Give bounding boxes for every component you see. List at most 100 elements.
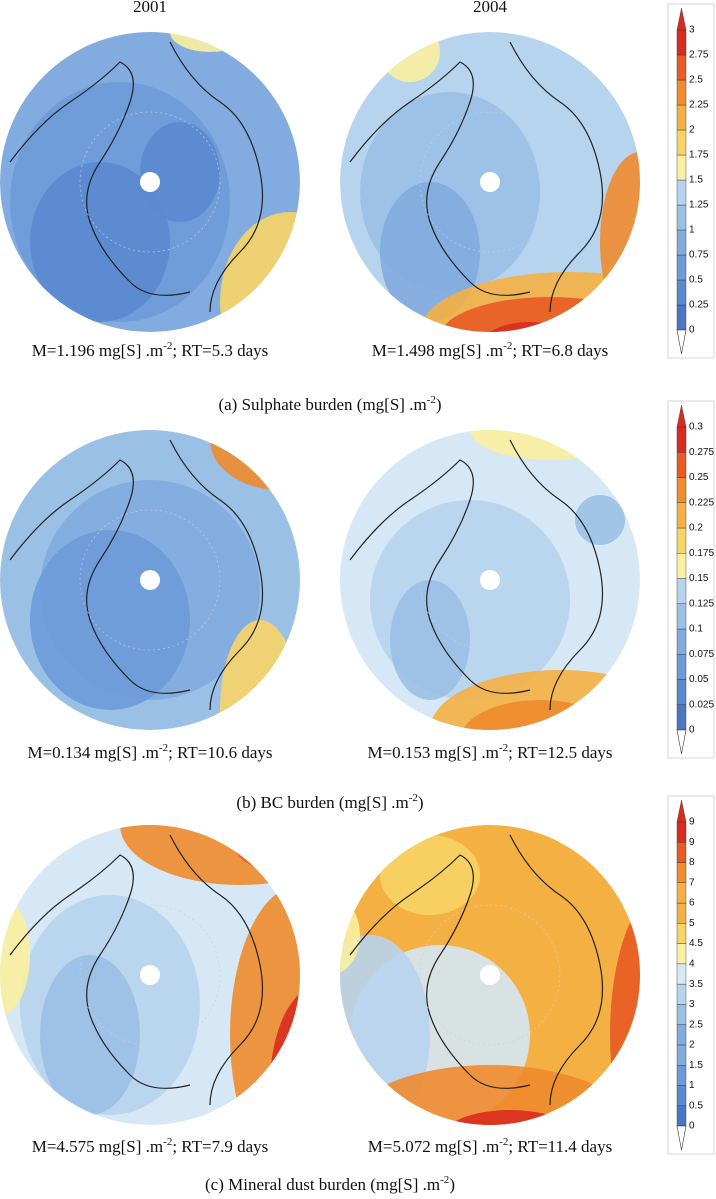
stats-text: M=4.575 mg[S] .m bbox=[32, 1137, 163, 1156]
colorbar-label: 0 bbox=[689, 325, 695, 336]
stats-sup: -2 bbox=[163, 340, 172, 352]
map-field bbox=[170, 32, 250, 52]
colorbar-arrow bbox=[676, 7, 687, 31]
colorbar-label: 0.25 bbox=[689, 472, 709, 483]
stats-sup: -2 bbox=[163, 1136, 172, 1148]
map-field bbox=[0, 895, 30, 1015]
stats-tail: ; RT=11.4 days bbox=[508, 1137, 612, 1156]
map bbox=[0, 32, 300, 332]
colorbar-label: 9 bbox=[689, 837, 695, 848]
map-field bbox=[220, 212, 300, 332]
colorbar-segment bbox=[676, 204, 687, 231]
colorbar-segment bbox=[676, 882, 687, 904]
map bbox=[0, 825, 300, 1125]
map-field bbox=[140, 122, 220, 222]
colorbar-segment bbox=[676, 426, 687, 453]
colorbar-label: 0.175 bbox=[689, 548, 714, 559]
map-field bbox=[470, 430, 630, 460]
caption-tail: ) bbox=[449, 1175, 455, 1194]
map-field bbox=[380, 32, 440, 82]
colorbar-segment bbox=[676, 502, 687, 529]
colorbar-segment bbox=[676, 902, 687, 924]
coastline bbox=[9, 439, 264, 711]
caption-sup: -2 bbox=[427, 394, 436, 406]
colorbar-label: 0.125 bbox=[689, 598, 714, 609]
colorbar-label: 0.05 bbox=[689, 674, 709, 685]
colorbar-label: 8 bbox=[689, 857, 695, 868]
coastline bbox=[349, 41, 604, 313]
colorbar-label: 0.075 bbox=[689, 649, 714, 660]
colorbar-label: 1 bbox=[689, 225, 695, 236]
colorbar-segment bbox=[676, 983, 687, 1005]
colorbar-segment bbox=[676, 553, 687, 579]
colorbar-segment bbox=[676, 862, 687, 883]
map-field bbox=[460, 700, 620, 730]
colorbar-label: 0.2 bbox=[689, 523, 703, 534]
grid-circle bbox=[79, 111, 221, 253]
map-field bbox=[340, 895, 360, 975]
stats-tail: ; RT=5.3 days bbox=[172, 341, 268, 360]
colorbar-label: 0.3 bbox=[689, 422, 703, 433]
stats-tail: ; RT=6.8 days bbox=[512, 341, 608, 360]
colorbar-segment bbox=[676, 527, 687, 554]
grid-circle bbox=[79, 904, 221, 1046]
colorbar-segment bbox=[676, 963, 687, 985]
stats-tail: ; RT=7.9 days bbox=[172, 1137, 268, 1156]
colorbar-segment bbox=[676, 1044, 687, 1066]
map-field bbox=[260, 262, 300, 332]
colorbar-segment bbox=[676, 578, 687, 604]
stats-label: M=1.196 mg[S] .m-2; RT=5.3 days bbox=[32, 340, 269, 360]
colorbar-label: 2 bbox=[689, 125, 695, 136]
colorbar-segment bbox=[676, 1105, 687, 1127]
column-header: 2004 bbox=[473, 0, 508, 16]
colorbar-label: 0 bbox=[689, 1121, 695, 1132]
coastline bbox=[9, 834, 264, 1106]
grid-circle bbox=[419, 509, 561, 651]
colorbar-label: 2.75 bbox=[689, 50, 709, 61]
colorbar-arrow bbox=[676, 1125, 687, 1151]
colorbar-segment bbox=[676, 452, 687, 478]
coastline bbox=[9, 41, 264, 313]
caption: (b) BC burden (mg[S] .m-2) bbox=[236, 792, 423, 812]
colorbar-label: 0.275 bbox=[689, 447, 714, 458]
stats-sup: -2 bbox=[499, 742, 508, 754]
caption-text: (b) BC burden (mg[S] .m bbox=[236, 793, 408, 812]
caption-sup: -2 bbox=[409, 792, 418, 804]
colorbar-segment bbox=[676, 1004, 687, 1025]
map-field bbox=[610, 895, 640, 1125]
colorbar-segment bbox=[676, 154, 687, 181]
colorbar-label: 5 bbox=[689, 918, 695, 929]
colorbar-label: 2.5 bbox=[689, 1019, 703, 1030]
map-field bbox=[120, 825, 300, 885]
colorbar-label: 2.25 bbox=[689, 100, 709, 111]
colorbar-segment bbox=[676, 1064, 687, 1086]
colorbar-label: 7 bbox=[689, 877, 695, 888]
stats-label: M=4.575 mg[S] .m-2; RT=7.9 days bbox=[32, 1136, 269, 1156]
colorbar-arrow bbox=[676, 329, 687, 355]
colorbar-label: 0.5 bbox=[689, 1100, 703, 1111]
map-field bbox=[380, 835, 480, 915]
caption: (c) Mineral dust burden (mg[S] .m-2) bbox=[205, 1174, 455, 1194]
colorbar-segment bbox=[676, 1085, 687, 1106]
map bbox=[340, 825, 640, 1125]
grid-circle bbox=[419, 111, 561, 253]
map-field bbox=[340, 935, 430, 1125]
caption-text: (c) Mineral dust burden (mg[S] .m bbox=[205, 1175, 440, 1194]
colorbar-segment bbox=[676, 477, 687, 503]
map-field bbox=[30, 530, 190, 710]
stats-sup: -2 bbox=[159, 742, 168, 754]
stats-text: M=0.153 mg[S] .m bbox=[367, 743, 498, 762]
colorbar-arrow bbox=[676, 799, 687, 823]
coastline bbox=[349, 439, 604, 711]
colorbar-frame bbox=[667, 795, 715, 1155]
colorbar-segment bbox=[676, 54, 687, 81]
caption-tail: ) bbox=[436, 395, 442, 414]
colorbar-segment bbox=[676, 29, 687, 56]
grid-circle bbox=[79, 509, 221, 651]
colorbar-label: 0.75 bbox=[689, 250, 709, 261]
colorbar-label: 0 bbox=[689, 725, 695, 736]
colorbar-segment bbox=[676, 79, 687, 106]
map-field bbox=[350, 1065, 630, 1125]
colorbar-segment bbox=[676, 254, 687, 281]
stats-text: M=5.072 mg[S] .m bbox=[368, 1137, 499, 1156]
